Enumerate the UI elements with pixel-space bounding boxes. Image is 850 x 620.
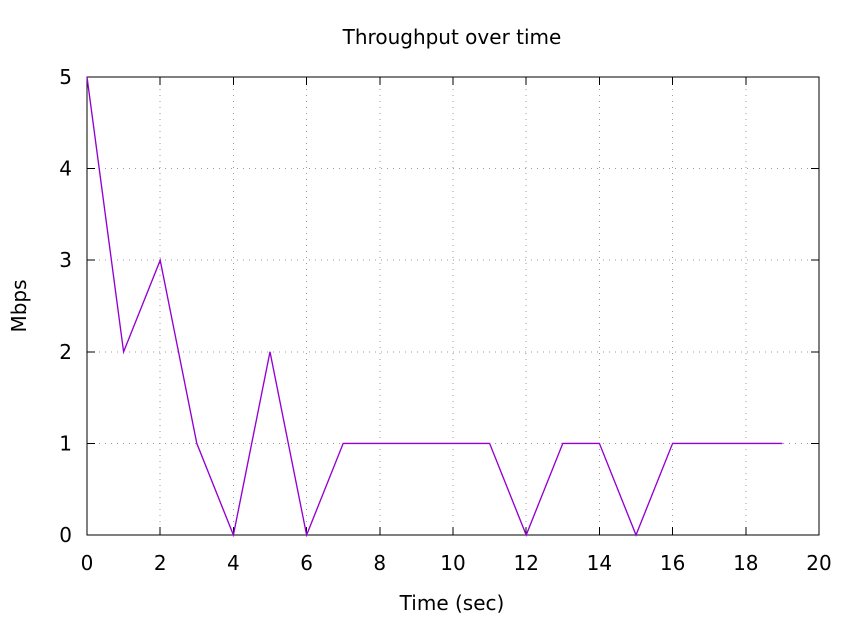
y-tick-label: 2 xyxy=(59,340,72,364)
y-tick-label: 4 xyxy=(59,157,72,181)
y-tick-label: 5 xyxy=(59,65,72,89)
plot-frame xyxy=(86,76,820,536)
x-axis-label: Time (sec) xyxy=(399,591,505,615)
throughput-series-line xyxy=(86,76,783,538)
x-tick-label: 6 xyxy=(300,551,313,575)
x-tick-label: 16 xyxy=(660,551,685,575)
x-tick-label: 0 xyxy=(81,551,94,575)
x-tick-label: 20 xyxy=(806,551,831,575)
y-axis-label: Mbps xyxy=(7,279,31,332)
y-tick-label: 0 xyxy=(59,523,72,547)
x-tick-label: 18 xyxy=(733,551,758,575)
chart-title: Throughput over time xyxy=(342,25,562,49)
x-tick-label: 14 xyxy=(587,551,612,575)
x-tick-label: 2 xyxy=(154,551,167,575)
x-tick-label: 8 xyxy=(373,551,386,575)
grid-layer xyxy=(87,77,819,535)
y-tick-label: 1 xyxy=(59,431,72,455)
series-layer xyxy=(86,76,783,538)
x-tick-label: 12 xyxy=(513,551,538,575)
x-tick-label: 4 xyxy=(227,551,240,575)
y-tick-label: 3 xyxy=(59,248,72,272)
x-tick-label: 10 xyxy=(440,551,465,575)
